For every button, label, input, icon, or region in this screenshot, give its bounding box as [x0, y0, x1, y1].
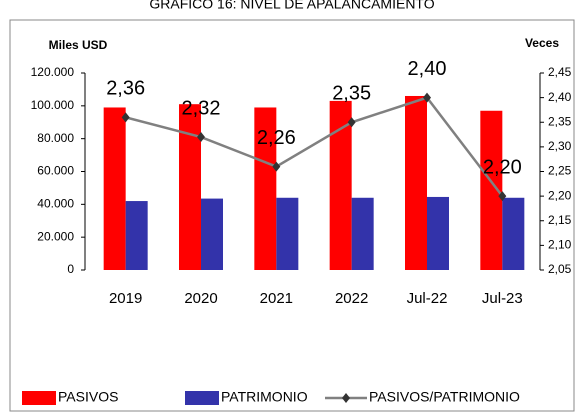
x-tick-label: Jul-22 — [407, 290, 448, 307]
y-axis-label: Miles USD — [49, 38, 108, 52]
y2-tick-label: 2,30 — [548, 139, 572, 153]
y-tick-label: 0 — [67, 262, 74, 276]
y-tick-label: 80.000 — [37, 131, 74, 145]
line-marker — [197, 132, 205, 143]
y-tick-label: 40.000 — [37, 197, 74, 211]
chart-title: GRÁFICO 16: NIVEL DE APALANCAMIENTO — [149, 0, 434, 12]
data-label: 2,36 — [106, 78, 145, 100]
legend-label: PASIVOS/PATRIMONIO — [369, 389, 520, 405]
y2-tick-label: 2,15 — [548, 213, 572, 227]
legend-label: PASIVOS — [58, 389, 118, 405]
y2-axis-label: Veces — [525, 36, 559, 50]
bar — [502, 197, 525, 270]
line-marker — [498, 191, 507, 202]
y-tick-label: 20.000 — [37, 229, 74, 243]
y-tick-label: 60.000 — [37, 164, 74, 178]
x-tick-label: 2022 — [335, 290, 368, 307]
data-label: 2,40 — [408, 58, 447, 80]
bar — [427, 196, 449, 270]
y2-tick-label: 2,45 — [548, 65, 572, 79]
data-label: 2,35 — [332, 83, 371, 105]
y-tick-label: 120.000 — [31, 65, 75, 79]
y-tick-label: 100.000 — [31, 98, 75, 112]
y2-tick-label: 2,20 — [548, 188, 572, 202]
line-marker — [423, 92, 431, 103]
line-marker — [347, 117, 356, 128]
line-marker — [121, 112, 130, 123]
y2-tick-label: 2,35 — [548, 114, 572, 128]
line — [125, 96, 504, 197]
bar — [276, 197, 299, 270]
x-tick-label: Jul-23 — [482, 290, 523, 307]
line-marker — [272, 161, 281, 172]
bar — [480, 110, 503, 270]
data-label: 2,32 — [182, 97, 221, 119]
bar — [179, 104, 201, 270]
data-label: 2,26 — [257, 127, 296, 149]
data-label: 2,20 — [483, 156, 522, 178]
legend-swatch — [22, 391, 56, 405]
bar — [125, 201, 148, 270]
chart-border — [9, 19, 575, 412]
y2-tick-label: 2,40 — [548, 90, 572, 104]
legend-label: PATRIMONIO — [221, 389, 308, 405]
y2-tick-label: 2,10 — [548, 238, 572, 252]
y2-tick-label: 2,25 — [548, 164, 572, 178]
bar — [201, 198, 223, 270]
bar — [254, 107, 277, 270]
bar — [329, 100, 352, 271]
bar — [103, 107, 126, 270]
bar — [405, 95, 427, 270]
legend-swatch — [185, 391, 219, 405]
x-tick-label: 2021 — [260, 290, 293, 307]
x-tick-label: 2019 — [109, 290, 142, 307]
bar — [351, 197, 374, 270]
y2-tick-label: 2,05 — [548, 262, 572, 276]
x-tick-label: 2020 — [184, 290, 217, 307]
legend-marker — [342, 393, 350, 403]
